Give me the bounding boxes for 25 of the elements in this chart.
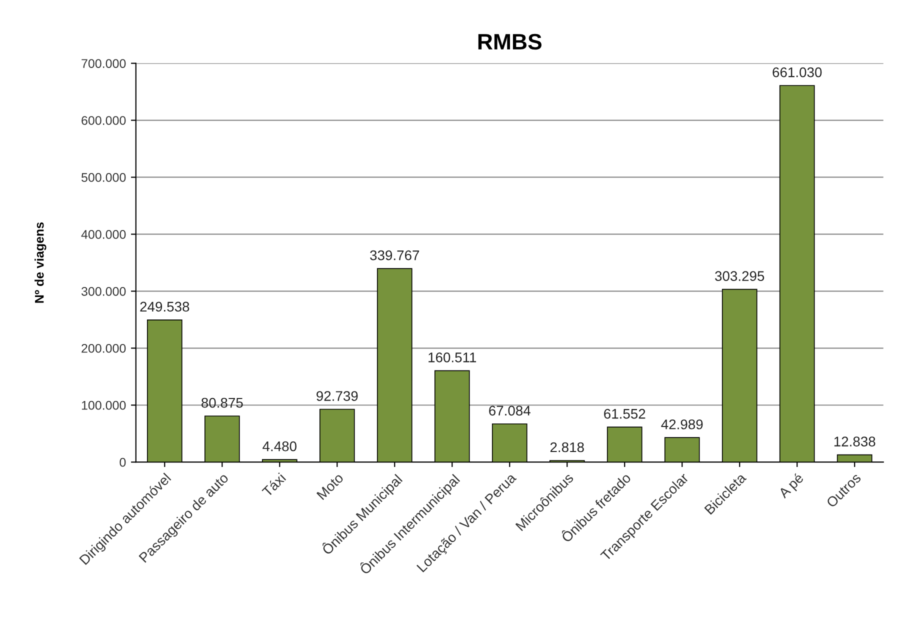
y-tick-label: 0 <box>120 458 126 467</box>
y-tick-label: 400.000 <box>81 230 126 239</box>
y-tick-label: 300.000 <box>81 286 126 296</box>
data-label: 4.480 <box>262 441 296 452</box>
y-tick-label: 600.000 <box>82 116 126 125</box>
x-tick-label: A pé <box>777 472 806 501</box>
y-tick-label: 200.000 <box>82 344 126 353</box>
y-tick-label: 100.000 <box>82 400 126 410</box>
data-label: 61.552 <box>604 408 646 419</box>
data-label: 92.739 <box>316 391 358 401</box>
chart-title: RMBS <box>478 34 542 50</box>
y-axis-title: Nº de viagens <box>34 222 46 303</box>
data-label: 42.989 <box>661 419 703 430</box>
x-tick-label: Táxi <box>261 472 286 498</box>
data-label: 339.767 <box>370 250 420 260</box>
data-label: 160.511 <box>428 352 476 362</box>
data-label: 249.538 <box>140 302 190 312</box>
data-label: 80.875 <box>202 398 243 408</box>
y-tick-label: 500.000 <box>82 173 126 182</box>
data-label: 12.838 <box>834 436 876 446</box>
y-tick-label: 700.000 <box>82 59 126 68</box>
data-label: 303.295 <box>715 271 764 281</box>
data-label: 2.818 <box>550 442 584 452</box>
data-label: 661.030 <box>772 67 822 78</box>
data-label: 67.084 <box>489 406 530 416</box>
